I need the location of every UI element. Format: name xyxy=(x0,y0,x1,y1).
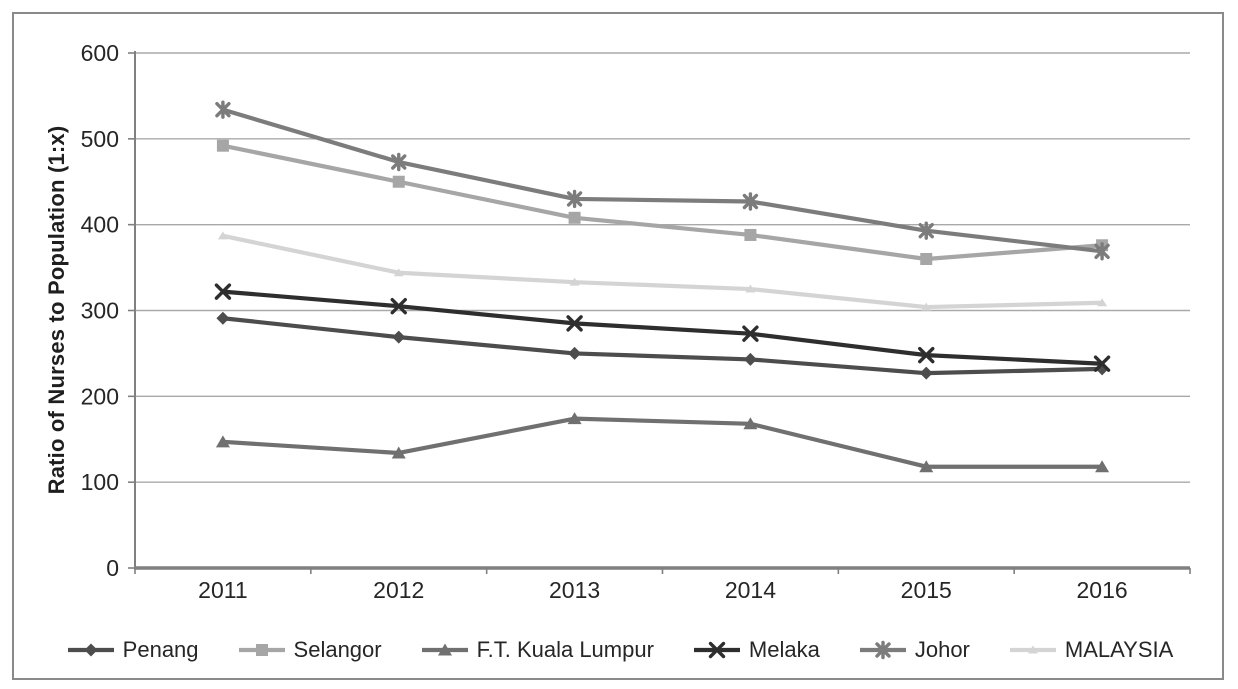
legend-label: Melaka xyxy=(748,637,820,662)
y-tick-label: 0 xyxy=(106,555,119,581)
chart-legend: Penang Selangor F.T. Kuala Lumpur Melaka Joh… xyxy=(30,633,1208,667)
axis-ticks xyxy=(128,52,1191,574)
legend-item-penang: Penang xyxy=(65,637,199,663)
legend-item-selangor: Selangor xyxy=(236,637,382,663)
y-tick-label: 200 xyxy=(81,383,119,409)
legend-label: Johor xyxy=(914,637,970,662)
series-melaka xyxy=(214,283,1111,372)
x-tick-label: 2013 xyxy=(549,577,600,603)
y-tick-label: 300 xyxy=(81,298,119,324)
legend-label: Selangor xyxy=(293,637,382,662)
y-tick-labels: 0 100 200 300 400 500 600 xyxy=(81,40,119,581)
series-penang xyxy=(216,311,1109,380)
legend-item-malaysia: MALAYSIA xyxy=(1007,637,1173,663)
x-tick-label: 2012 xyxy=(373,577,424,603)
legend-marker-square-icon xyxy=(238,644,285,656)
legend-item-johor: Johor xyxy=(857,637,970,663)
legend-label: F.T. Kuala Lumpur xyxy=(476,637,654,662)
figure-border xyxy=(12,12,1224,680)
series-malaysia xyxy=(217,231,1108,311)
series-selangor xyxy=(216,139,1109,265)
legend-marker-triangle-icon xyxy=(421,643,468,656)
legend-marker-triangle-small-icon xyxy=(1009,645,1056,654)
x-tick-label: 2015 xyxy=(901,577,952,603)
legend-marker-x-icon xyxy=(693,641,740,659)
legend-item-f-t-kuala-lumpur: F.T. Kuala Lumpur xyxy=(419,637,654,663)
legend-item-melaka: Melaka xyxy=(691,637,820,663)
y-tick-label: 100 xyxy=(81,469,119,495)
y-tick-label: 500 xyxy=(81,126,119,152)
legend-label: MALAYSIA xyxy=(1064,637,1174,662)
legend-label: Penang xyxy=(122,637,199,662)
x-tick-label: 2016 xyxy=(1076,577,1127,603)
y-gridlines xyxy=(135,52,1190,483)
series-f-t-kuala-lumpur xyxy=(215,412,1110,473)
x-tick-label: 2011 xyxy=(198,577,247,603)
x-tick-labels: 2011 2012 2013 2014 2015 2016 xyxy=(198,577,1127,603)
y-tick-label: 400 xyxy=(81,212,119,238)
legend-marker-diamond-icon xyxy=(67,643,114,657)
y-axis-title: Ratio of Nurses to Population (1:x) xyxy=(44,125,69,495)
legend-marker-star-icon xyxy=(859,640,906,660)
y-tick-label: 600 xyxy=(81,40,119,66)
series-johor xyxy=(215,100,1110,261)
x-tick-label: 2014 xyxy=(725,577,776,603)
